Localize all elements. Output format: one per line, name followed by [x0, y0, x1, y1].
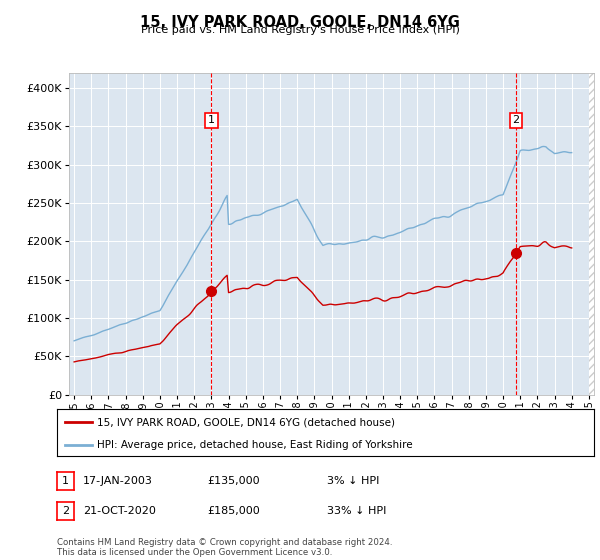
Text: Price paid vs. HM Land Registry's House Price Index (HPI): Price paid vs. HM Land Registry's House … — [140, 25, 460, 35]
Text: 17-JAN-2003: 17-JAN-2003 — [83, 476, 152, 486]
Text: 3% ↓ HPI: 3% ↓ HPI — [327, 476, 379, 486]
Text: 15, IVY PARK ROAD, GOOLE, DN14 6YG: 15, IVY PARK ROAD, GOOLE, DN14 6YG — [140, 15, 460, 30]
Text: 1: 1 — [62, 476, 69, 486]
Text: £185,000: £185,000 — [207, 506, 260, 516]
Text: 33% ↓ HPI: 33% ↓ HPI — [327, 506, 386, 516]
Text: 2: 2 — [512, 115, 520, 125]
Text: 21-OCT-2020: 21-OCT-2020 — [83, 506, 155, 516]
Text: £135,000: £135,000 — [207, 476, 260, 486]
Text: HPI: Average price, detached house, East Riding of Yorkshire: HPI: Average price, detached house, East… — [97, 440, 413, 450]
Text: 15, IVY PARK ROAD, GOOLE, DN14 6YG (detached house): 15, IVY PARK ROAD, GOOLE, DN14 6YG (deta… — [97, 417, 395, 427]
Text: 2: 2 — [62, 506, 69, 516]
Text: Contains HM Land Registry data © Crown copyright and database right 2024.
This d: Contains HM Land Registry data © Crown c… — [57, 538, 392, 557]
Text: 1: 1 — [208, 115, 215, 125]
